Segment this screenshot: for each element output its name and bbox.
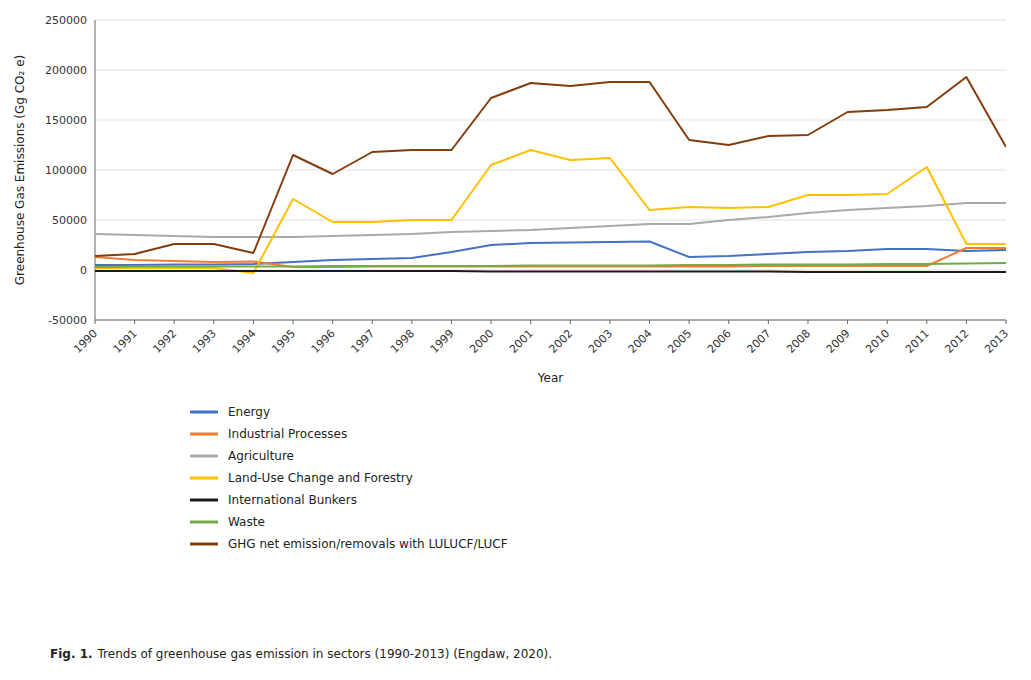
x-tick-label: 1997 — [348, 327, 377, 356]
x-tick-label: 2006 — [705, 327, 734, 356]
legend-swatch — [190, 543, 218, 546]
y-tick-label: 150000 — [45, 114, 87, 127]
x-tick — [253, 320, 254, 324]
x-tick-label: 2009 — [824, 327, 853, 356]
x-tick-label: 1993 — [190, 327, 219, 356]
x-tick-label: 1994 — [230, 327, 259, 356]
grid-line — [95, 170, 1006, 171]
legend-label: Agriculture — [228, 449, 294, 463]
series-line — [95, 77, 1006, 256]
x-tick-label: 1999 — [428, 327, 457, 356]
y-tick-label: 0 — [80, 264, 87, 277]
y-axis — [95, 20, 96, 320]
legend-label: Industrial Processes — [228, 427, 347, 441]
caption-part: Trends of greenhouse gas emission in sec… — [97, 647, 553, 661]
x-tick-label: 1995 — [269, 327, 298, 356]
y-tick-label: 50000 — [52, 214, 87, 227]
x-tick — [530, 320, 531, 324]
lines — [95, 77, 1006, 273]
chart: -50000 0 50000 100000 150000 200000 250000 1990… — [0, 0, 1031, 680]
x-tick-label: 2002 — [546, 327, 575, 356]
legend-swatch — [190, 477, 218, 480]
y-tick-label: 200000 — [45, 64, 87, 77]
x-axis — [95, 320, 1006, 321]
x-tick — [451, 320, 452, 324]
x-tick-label: 2003 — [586, 327, 615, 356]
legend-label: Waste — [228, 515, 265, 529]
x-tick-label: 2008 — [784, 327, 813, 356]
x-tick-label: 2012 — [943, 327, 972, 356]
legend-swatch — [190, 433, 218, 436]
grid-line — [95, 320, 1006, 321]
series-line — [95, 150, 1006, 273]
caption: Fig. 1. Trends of greenhouse gas emission… — [50, 647, 552, 661]
y-tick-label: 100000 — [45, 164, 87, 177]
x-tick — [649, 320, 650, 324]
legend-swatch — [190, 455, 218, 458]
x-tick — [372, 320, 373, 324]
x-tick-label: 2013 — [982, 327, 1011, 356]
x-tick — [966, 320, 967, 324]
x-tick — [174, 320, 175, 324]
series-line — [95, 248, 1006, 267]
x-tick-label: 1990 — [71, 327, 100, 356]
x-tick — [689, 320, 690, 324]
x-tick — [570, 320, 571, 324]
legend: Energy Industrial Processes Agriculture Lan… — [190, 405, 508, 551]
series-line — [95, 263, 1006, 267]
grid — [95, 20, 1006, 320]
x-tick — [847, 320, 848, 324]
x-tick — [293, 320, 294, 324]
x-tick-label: 2007 — [744, 327, 773, 356]
series-line — [95, 203, 1006, 237]
legend-swatch — [190, 521, 218, 524]
y-axis-label: Greenhouse Gas Emissions (Gg CO₂ e) — [13, 55, 27, 285]
legend-swatch — [190, 499, 218, 502]
caption-part: Fig. 1. — [50, 647, 93, 661]
series-line — [95, 271, 1006, 272]
x-tick-label: 1991 — [111, 327, 140, 356]
x-tick — [609, 320, 610, 324]
legend-swatch — [190, 411, 218, 414]
x-tick-label: 2011 — [903, 327, 932, 356]
x-tick — [807, 320, 808, 324]
x-tick-label: 2005 — [665, 327, 694, 356]
x-tick — [887, 320, 888, 324]
x-tick — [95, 320, 96, 324]
x-tick — [213, 320, 214, 324]
x-tick-label: 2004 — [626, 327, 655, 356]
x-tick — [926, 320, 927, 324]
x-tick-label: 2001 — [507, 327, 536, 356]
grid-line — [95, 220, 1006, 221]
grid-line — [95, 120, 1006, 121]
y-tick-label: -50000 — [48, 314, 87, 327]
legend-label: International Bunkers — [228, 493, 357, 507]
x-tick — [728, 320, 729, 324]
x-tick-label: 2000 — [467, 327, 496, 356]
legend-label: Energy — [228, 405, 270, 419]
grid-line — [95, 70, 1006, 71]
x-tick-label: 1996 — [309, 327, 338, 356]
legend-label: Land-Use Change and Forestry — [228, 471, 413, 485]
x-tick — [1006, 320, 1007, 324]
x-axis-label: Year — [537, 371, 563, 385]
x-tick-label: 1992 — [150, 327, 179, 356]
grid-line — [95, 20, 1006, 21]
x-tick — [134, 320, 135, 324]
y-tick-label: 250000 — [45, 14, 87, 27]
x-tick — [491, 320, 492, 324]
x-tick — [332, 320, 333, 324]
x-tick — [411, 320, 412, 324]
x-tick-label: 1998 — [388, 327, 417, 356]
legend-label: GHG net emission/removals with LULUCF/LU… — [228, 537, 508, 551]
x-tick — [768, 320, 769, 324]
x-tick-label: 2010 — [863, 327, 892, 356]
